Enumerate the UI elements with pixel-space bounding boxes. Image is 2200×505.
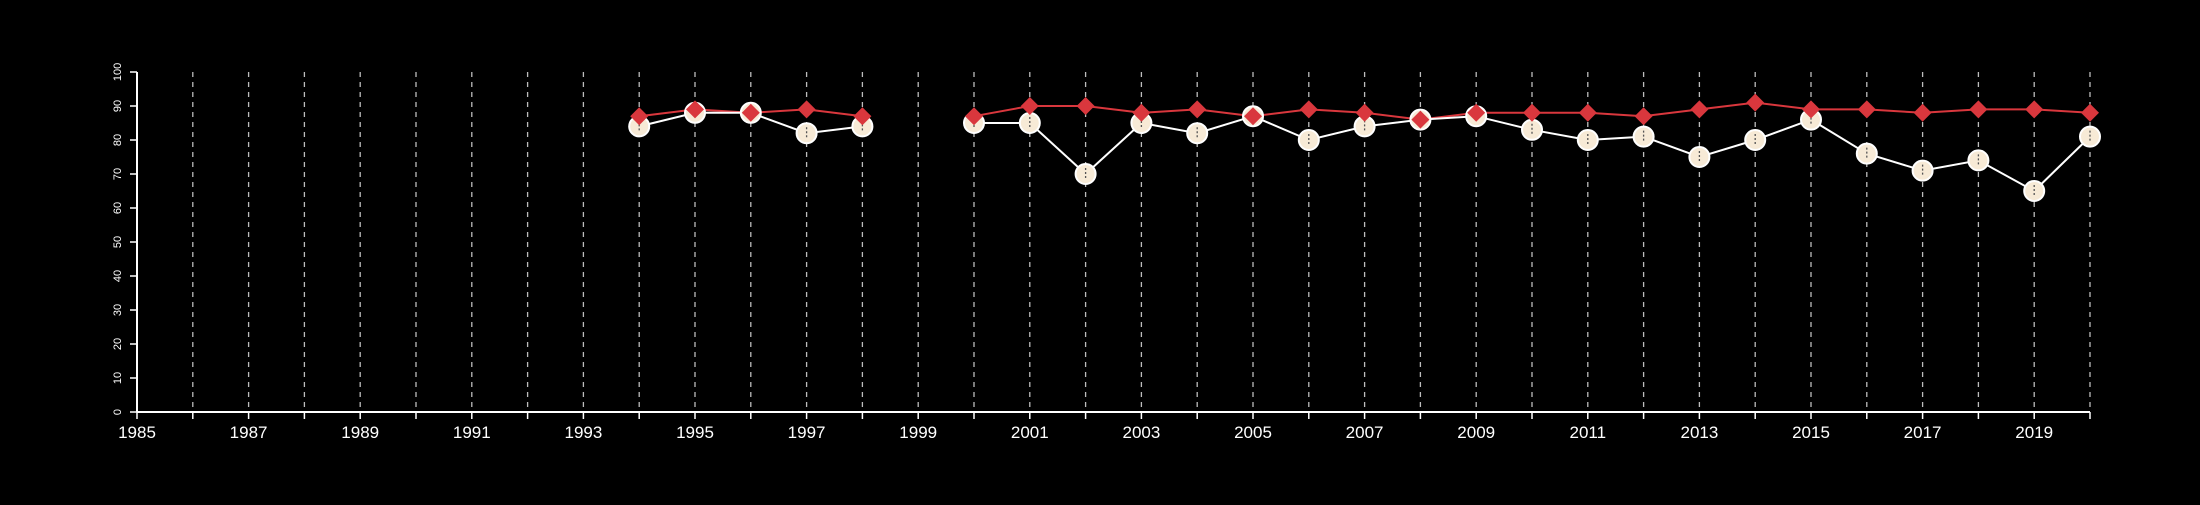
diamond-point — [1578, 103, 1597, 122]
diamond-point — [2025, 100, 2044, 119]
y-tick-label: 50 — [112, 236, 124, 248]
x-tick-label: 2011 — [1570, 423, 1607, 442]
diamond-point — [1913, 103, 1932, 122]
diamond-point — [797, 100, 816, 119]
diamond-point — [965, 107, 983, 126]
diamond-point — [1467, 103, 1486, 122]
diamond-point — [686, 100, 704, 119]
diamond-point — [1020, 97, 1039, 115]
diamond-point — [1411, 110, 1430, 129]
diamond-point — [2081, 103, 2099, 122]
y-tick-label: 80 — [112, 134, 124, 146]
y-tick-label: 20 — [112, 338, 124, 350]
diamond-point — [1132, 103, 1151, 122]
x-tick-label: 2003 — [1122, 423, 1160, 442]
y-tick-label: 40 — [112, 270, 124, 282]
x-tick-label: 1985 — [118, 423, 156, 442]
x-tick-label: 2005 — [1234, 423, 1272, 442]
diamond-point — [853, 107, 872, 126]
vertical-grid — [192, 72, 2091, 412]
diamond-point — [1746, 93, 1765, 112]
diamond-point — [1076, 97, 1095, 115]
y-tick-label: 100 — [112, 63, 124, 81]
diamond-point — [630, 107, 649, 126]
x-tick-label: 1999 — [899, 423, 937, 442]
diamond-point — [1188, 100, 1207, 119]
axes: 0 10 20 30 40 50 60 70 80 90 100 1985 1987 1989 1991 19… — [112, 63, 2091, 442]
x-tick-label: 1991 — [453, 423, 491, 442]
y-tick-label: 60 — [112, 202, 124, 214]
diamond-point — [1857, 100, 1876, 119]
diamond-point — [1969, 100, 1988, 119]
x-tick-label: 2015 — [1792, 423, 1830, 442]
x-tick-label: 2013 — [1680, 423, 1718, 442]
x-tick-label: 2017 — [1904, 423, 1942, 442]
diamond-point — [1690, 100, 1709, 119]
x-tick-label: 2001 — [1011, 423, 1049, 442]
x-tick-label: 2007 — [1346, 423, 1384, 442]
diamond-point — [1802, 100, 1820, 119]
y-tick-label: 0 — [112, 409, 124, 415]
x-tick-label: 1995 — [676, 423, 714, 442]
x-tick-label: 1987 — [230, 423, 268, 442]
diamond-point — [1355, 103, 1374, 122]
x-tick-label: 1993 — [564, 423, 602, 442]
y-tick-label: 90 — [112, 100, 124, 112]
y-tick-label: 10 — [112, 372, 124, 384]
x-tick-label: 2019 — [2015, 423, 2053, 442]
diamond-point — [741, 103, 760, 122]
diamond-point — [1299, 100, 1318, 119]
diamond-point — [1634, 107, 1653, 126]
x-tick-label: 1997 — [788, 423, 826, 442]
series-group — [628, 93, 2101, 202]
x-tick-label: 1989 — [341, 423, 379, 442]
y-tick-label: 30 — [112, 304, 124, 316]
diamond-point — [1523, 103, 1541, 122]
y-tick-label: 70 — [112, 168, 124, 180]
x-tick-label: 2009 — [1457, 423, 1495, 442]
diamond-point — [1244, 107, 1262, 126]
